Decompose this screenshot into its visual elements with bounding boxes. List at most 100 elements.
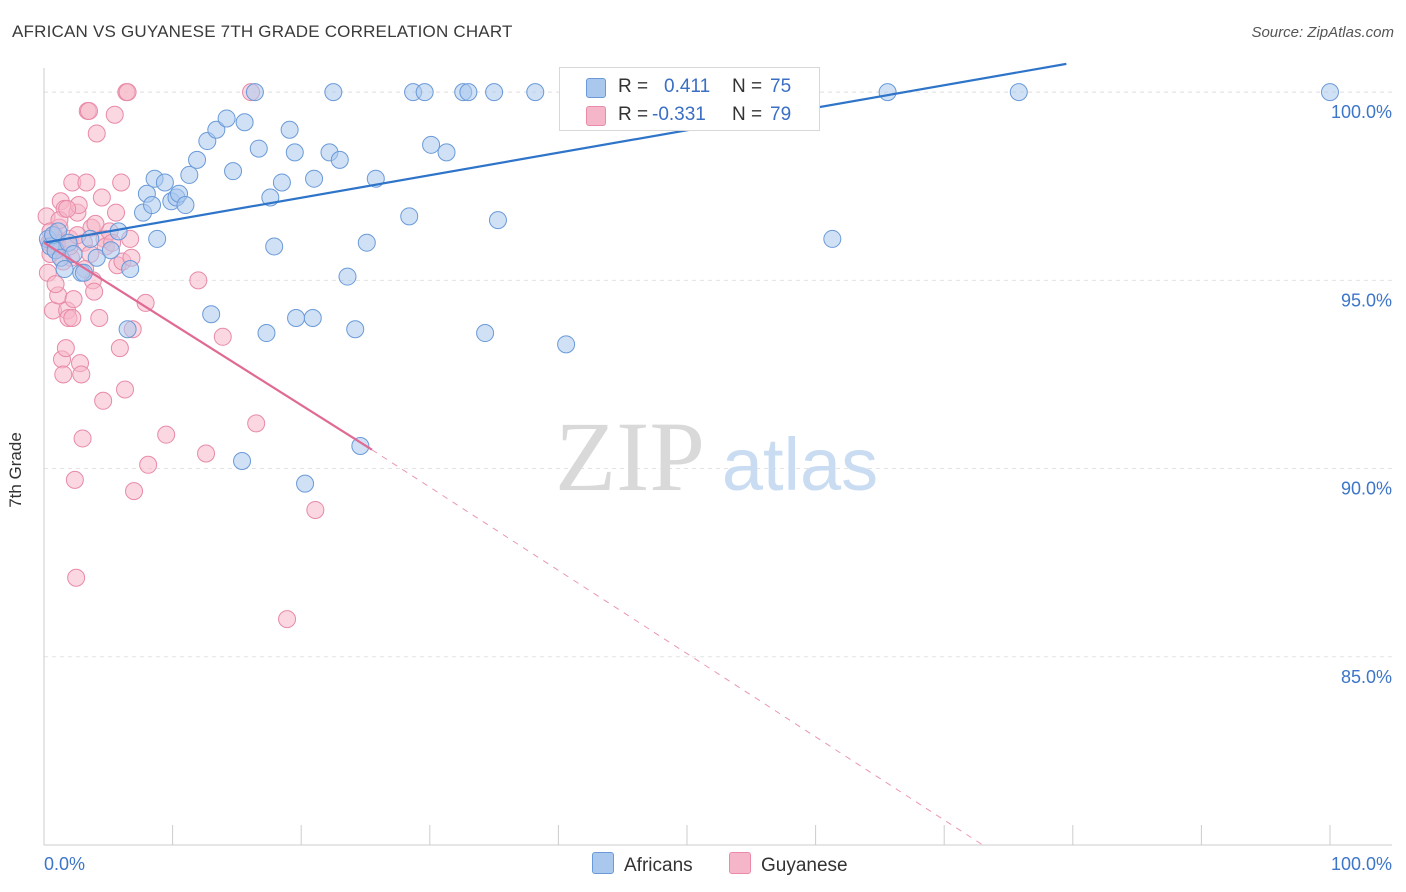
guyanese-point (247, 414, 266, 433)
africans-point (557, 335, 576, 354)
africans-point (338, 267, 357, 286)
watermark: ZIP atlas (555, 401, 878, 512)
guyanese-point (110, 339, 129, 358)
guyanese-swatch (586, 106, 606, 126)
guyanese-point (87, 124, 106, 143)
guyanese-trend-extension (371, 449, 984, 846)
guyanese-point (213, 327, 232, 346)
africans-point (176, 196, 195, 215)
africans-point (303, 308, 322, 327)
guyanese-point (118, 83, 137, 102)
guyanese-point (56, 339, 75, 358)
africans-point (235, 113, 254, 132)
n-label: N = (732, 104, 763, 125)
africans-point (249, 139, 268, 158)
guyanese-point (189, 271, 208, 290)
guyanese-point (105, 105, 124, 124)
africans-point (488, 211, 507, 230)
africans-point (233, 452, 252, 471)
x-tick-label: 0.0% (44, 854, 85, 874)
africans-point (265, 237, 284, 256)
africans-point (1009, 83, 1028, 102)
guyanese-point (92, 188, 111, 207)
africans-point (422, 135, 441, 154)
africans-point (55, 260, 74, 279)
africans-point (400, 207, 419, 226)
africans-point (272, 173, 291, 192)
africans-point (64, 244, 83, 263)
africans-point (437, 143, 456, 162)
guyanese-legend-swatch (729, 852, 751, 874)
n-value: 79 (770, 104, 792, 125)
r-value: 0.411 (664, 76, 711, 97)
guyanese-point (278, 610, 297, 629)
y-tick-label: 90.0% (1341, 479, 1392, 499)
africans-point (148, 229, 167, 248)
africans-point (245, 83, 264, 102)
africans-points (38, 83, 1339, 493)
guyanese-point (139, 455, 158, 474)
guyanese-trend-line (43, 241, 373, 451)
africans-point (357, 233, 376, 252)
guyanese-point (64, 290, 83, 309)
guyanese-point (107, 203, 126, 222)
africans-point (207, 120, 226, 139)
guyanese-point (80, 101, 99, 120)
guyanese-point (94, 391, 113, 410)
guyanese-point (125, 482, 144, 501)
n-value: 75 (770, 76, 792, 97)
africans-point (459, 83, 478, 102)
x-tick-label: 100.0% (1331, 854, 1392, 874)
guyanese-point (157, 425, 176, 444)
africans-point (118, 320, 137, 339)
guyanese-point (67, 568, 86, 587)
guyanese-point (306, 500, 325, 519)
stats-legend: R = 0.411 N = 75 R = -0.331 N = 79 (559, 67, 820, 131)
legend-item-africans: Africans (592, 852, 693, 877)
y-tick-label: 100.0% (1331, 102, 1392, 122)
africans-point (188, 150, 207, 169)
africans-point (485, 83, 504, 102)
africans-point (101, 241, 120, 260)
guyanese-point (112, 173, 131, 192)
guyanese-point (90, 308, 109, 327)
guyanese-point (54, 365, 73, 384)
africans-legend-label: Africans (624, 855, 693, 876)
grid-lines (44, 91, 1392, 658)
guyanese-points (37, 83, 325, 629)
africans-point (217, 109, 236, 128)
guyanese-point (86, 214, 105, 233)
tick-labels: 85.0% 90.0% 95.0% 100.0% 0.0% 100.0% (44, 102, 1392, 874)
africans-point (415, 83, 434, 102)
africans-point (287, 308, 306, 327)
guyanese-point (85, 282, 104, 301)
africans-point (1321, 83, 1339, 102)
y-tick-label: 85.0% (1341, 667, 1392, 687)
guyanese-point (73, 429, 92, 448)
trend-lines (43, 62, 1067, 846)
africans-point (155, 173, 174, 192)
guyanese-point (46, 275, 65, 294)
africans-point (351, 436, 370, 455)
africans-swatch (586, 78, 606, 98)
africans-point (180, 165, 199, 184)
africans-trend-line (43, 62, 1067, 244)
africans-legend-swatch (592, 852, 614, 874)
africans-point (121, 260, 140, 279)
guyanese-point (197, 444, 216, 463)
axes (43, 68, 1392, 846)
africans-point (257, 324, 276, 343)
africans-point (202, 305, 221, 324)
africans-point (476, 324, 495, 343)
r-value: -0.331 (652, 104, 706, 125)
r-label: R = (618, 104, 649, 125)
guyanese-point (116, 380, 135, 399)
africans-point (143, 196, 162, 215)
africans-point (87, 248, 106, 267)
watermark-atlas: atlas (722, 423, 878, 506)
guyanese-point (136, 293, 155, 312)
africans-point (224, 162, 243, 181)
source-label: Source: ZipAtlas.com (1251, 24, 1394, 41)
guyanese-point (65, 470, 84, 489)
r-label: R = (618, 76, 649, 97)
